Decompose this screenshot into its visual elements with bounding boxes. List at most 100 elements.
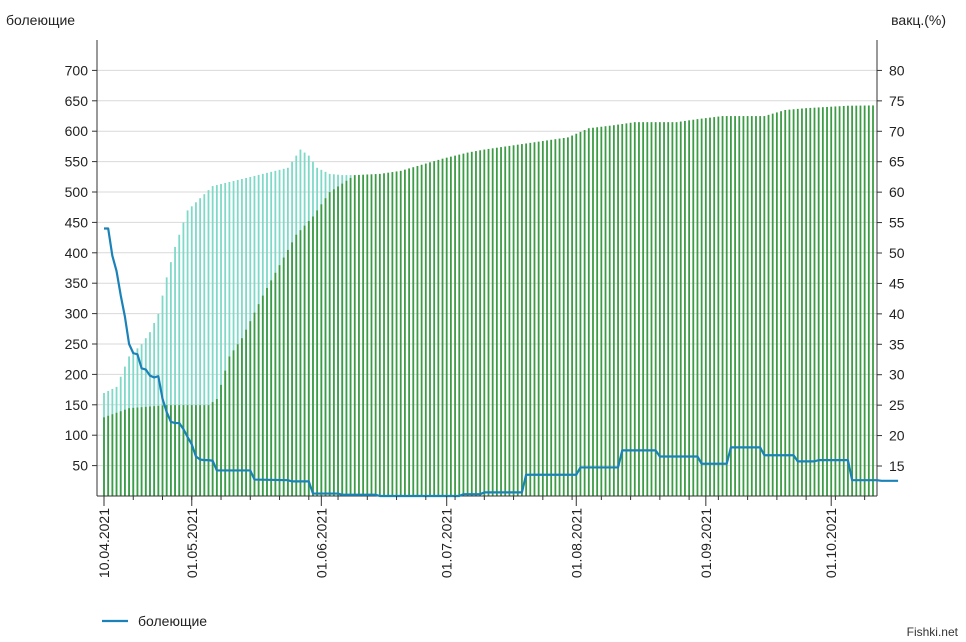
vaccination-bar-light: [169, 262, 172, 496]
vaccination-bar: [546, 140, 548, 496]
x-tick-label: 01.09.2021: [698, 508, 714, 578]
left-tick-label: 350: [65, 275, 89, 291]
vaccination-bar: [775, 112, 778, 497]
vaccination-bar: [801, 108, 803, 497]
vaccination-bar: [495, 147, 498, 496]
vaccination-bar: [587, 128, 590, 496]
vaccination-bar: [725, 116, 728, 497]
vaccination-bar: [533, 142, 536, 496]
vaccination-bar: [805, 108, 808, 497]
vaccination-bar: [700, 118, 703, 497]
vaccination-bar: [362, 174, 365, 496]
left-tick-label: 300: [65, 306, 89, 322]
vaccination-bars: [103, 105, 874, 497]
right-tick-label: 20: [889, 428, 905, 444]
x-tick-label: 01.08.2021: [568, 508, 584, 578]
vaccination-bar: [404, 169, 406, 496]
vaccination-bar: [383, 173, 385, 496]
vaccination-bar: [475, 151, 477, 496]
vaccination-bar: [358, 174, 360, 497]
vaccination-bar-light: [190, 206, 193, 496]
vaccination-bar: [521, 144, 523, 496]
vaccination-bar: [157, 405, 160, 496]
vaccination-bar: [123, 409, 126, 496]
left-axis-ticks: 50 100 150 200 250 300 350 400 450 500 550 600 650 70…: [65, 62, 97, 474]
vaccination-bar: [575, 133, 578, 496]
vaccination-bar: [190, 405, 193, 496]
vaccination-bar: [449, 156, 452, 496]
vaccination-bar: [416, 165, 419, 496]
vaccination-bar: [345, 180, 348, 497]
vaccination-bar: [249, 321, 252, 496]
vaccination-bar: [483, 149, 486, 496]
vaccination-bar: [203, 405, 206, 496]
vaccination-bar: [738, 116, 741, 497]
right-tick-label: 50: [889, 245, 905, 261]
vaccination-bar: [399, 170, 402, 497]
vaccination-bar: [128, 408, 130, 496]
vaccination-bar: [282, 257, 285, 496]
vaccination-bar: [149, 406, 151, 496]
x-tick-label: 01.10.2021: [823, 508, 839, 578]
vaccination-bar: [550, 139, 553, 496]
watermark: Fishki.net: [907, 625, 959, 639]
left-tick-label: 150: [65, 397, 89, 413]
vaccination-bar: [466, 152, 469, 496]
vaccination-bar: [625, 123, 628, 497]
vaccination-bar: [642, 122, 645, 496]
vaccination-bar: [717, 116, 720, 497]
vaccination-bar: [746, 116, 749, 497]
vaccination-bar: [245, 329, 247, 496]
vaccination-bar: [759, 116, 762, 497]
vaccination-bar: [592, 127, 594, 496]
vaccination-bar: [658, 122, 661, 496]
vaccination-bar: [859, 105, 862, 496]
vaccination-bar-light: [215, 185, 218, 496]
x-tick-label: 01.07.2021: [439, 508, 455, 578]
vaccination-bar: [650, 122, 653, 496]
vaccination-bar: [692, 119, 695, 496]
vaccination-bar: [441, 158, 444, 496]
vaccination-bar: [713, 117, 716, 497]
vaccination-bar: [508, 145, 511, 496]
vaccination-bar: [621, 123, 624, 496]
vaccination-bar: [353, 175, 356, 496]
vaccination-bar: [169, 405, 172, 496]
vaccination-bar-light: [199, 198, 202, 497]
vaccination-bar: [817, 107, 820, 497]
vaccination-bar: [537, 141, 540, 496]
vaccination-bar: [867, 105, 870, 496]
vaccination-bar: [286, 249, 289, 496]
left-axis-title: болеющие: [6, 12, 75, 28]
gridlines: [97, 69, 877, 467]
vaccination-bar: [684, 120, 686, 496]
vaccination-bar: [303, 225, 306, 497]
vaccination-bar: [855, 105, 858, 497]
vaccination-bar: [458, 154, 461, 496]
right-tick-label: 80: [889, 62, 905, 78]
vaccination-bar: [307, 221, 310, 496]
right-tick-label: 65: [889, 154, 905, 170]
x-tick-label: 10.04.2021: [96, 508, 112, 578]
right-tick-label: 15: [889, 458, 905, 474]
vaccination-bar: [295, 234, 298, 496]
vaccination-bar: [826, 106, 828, 497]
vaccination-bar: [378, 173, 381, 497]
vaccination-bar: [567, 137, 569, 496]
vaccination-bar: [420, 164, 423, 496]
vaccination-bar: [132, 407, 135, 496]
vaccination-bar: [788, 109, 791, 496]
vaccination-bar: [140, 407, 143, 496]
vaccination-bar: [215, 399, 218, 496]
vaccination-bar: [487, 148, 490, 497]
vaccination-bar: [612, 125, 615, 496]
vaccination-bar-light: [182, 222, 185, 496]
vaccination-bar: [596, 127, 599, 496]
vaccination-bar: [395, 171, 398, 496]
vaccination-bar-light: [157, 313, 160, 496]
vaccination-bar: [424, 163, 427, 496]
vaccination-bar: [161, 405, 164, 496]
vaccination-bar: [115, 412, 118, 496]
vaccination-bar: [470, 151, 473, 496]
vaccination-bar: [730, 116, 732, 497]
